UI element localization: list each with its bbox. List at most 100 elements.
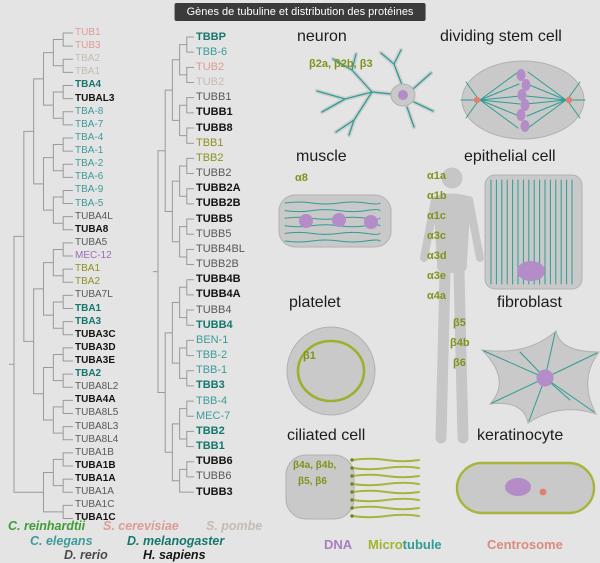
- alpha-gene-label: TBA-5: [75, 197, 104, 209]
- alpha-gene-label: TUBA1B: [75, 459, 116, 471]
- beta-gene-label: BEN-1: [196, 333, 229, 346]
- legend-microtubule-part2: tubule: [402, 537, 442, 552]
- alpha-gene-label: TBA-9: [75, 184, 104, 196]
- alpha-gene-label: TBA1: [75, 66, 101, 78]
- alpha-gene-label: TUB1: [75, 27, 101, 38]
- alpha-gene-label: TUBA1A: [75, 486, 114, 498]
- platelet-isotype-label: β1: [303, 350, 316, 362]
- beta-gene-label: TUBB5: [196, 212, 233, 225]
- heading-muscle: muscle: [296, 148, 347, 165]
- alpha-gene-label: TBA-2: [75, 158, 104, 170]
- alpha-gene-label: TBA4: [75, 79, 102, 91]
- beta-gene-label: TBB-2: [196, 349, 228, 362]
- body-isotype-label: α1a: [427, 170, 446, 182]
- beta-gene-label: TBB3: [196, 379, 225, 392]
- legend-centrosome: Centrosome: [487, 537, 563, 552]
- legend-microtubule: Microtubule: [368, 537, 442, 552]
- body-isotype-label: α1b: [427, 190, 447, 202]
- beta-gene-label: TUBB4: [196, 318, 233, 331]
- fibroblast-isotype-label: β4b: [450, 337, 470, 349]
- beta-gene-label: TUBB2B: [196, 197, 241, 210]
- alpha-gene-label: TUBA3D: [75, 341, 116, 353]
- heading-fibroblast: fibroblast: [497, 294, 562, 311]
- beta-gene-label: TUBB2A: [196, 182, 241, 195]
- platelet-illustration: [286, 326, 376, 416]
- alpha-gene-label: TUBA5: [75, 236, 108, 248]
- beta-gene-label: TUBB4B: [196, 273, 241, 286]
- heading-keratinocyte: keratinocyte: [477, 427, 564, 444]
- fibroblast-isotype-label: β6: [453, 357, 466, 369]
- fibroblast-illustration: [480, 330, 600, 424]
- species-h-sapiens: H. sapiens: [143, 548, 206, 562]
- alpha-gene-label: TBA-8: [75, 105, 104, 117]
- species-s-pombe: S. pombe: [206, 519, 263, 533]
- alpha-gene-label: TUBA8L5: [75, 407, 119, 419]
- species-d-melanogaster: D. melanogaster: [127, 534, 225, 548]
- heading-platelet: platelet: [289, 294, 341, 311]
- alpha-gene-label: TBA3: [75, 315, 102, 327]
- body-isotype-label: α3d: [427, 250, 447, 262]
- beta-gene-label: TUBB6: [196, 455, 233, 468]
- body-isotype-label: α4a: [427, 290, 446, 302]
- beta-gene-label: TBB1: [196, 440, 225, 453]
- alpha-gene-label: TUBAL3: [75, 92, 115, 104]
- body-isotype-label: α3c: [427, 230, 446, 242]
- beta-gene-label: TUBB2B: [196, 258, 239, 271]
- legend-microtubule-part1: Micro: [368, 537, 403, 552]
- heading-epithelial-cell: epithelial cell: [464, 148, 556, 165]
- beta-gene-label: TBB2: [196, 424, 225, 437]
- alpha-gene-label: TUBA1C: [75, 499, 115, 511]
- alpha-gene-label: TBA2: [75, 276, 101, 288]
- muscle-isotype-label: α8: [295, 172, 308, 184]
- alpha-gene-label: TBA2: [75, 53, 101, 65]
- species-c-reinhardtii: C. reinhardtii: [8, 519, 86, 533]
- species-d-rerio: D. rerio: [64, 548, 108, 562]
- species-c-elegans: C. elegans: [30, 534, 93, 548]
- beta-gene-label: TBB-6: [196, 45, 228, 58]
- alpha-gene-label: TUBA8: [75, 223, 109, 235]
- alpha-gene-label: TBA-1: [75, 145, 104, 157]
- alpha-tubulin-tree-lines: [9, 32, 73, 519]
- alpha-gene-label: TBA1: [75, 302, 102, 314]
- beta-gene-label: TUBB4BL: [196, 242, 245, 255]
- alpha-gene-label: TUBA7L: [75, 289, 113, 301]
- alpha-gene-label: TUBA4A: [75, 394, 116, 406]
- beta-gene-label: TUB2: [196, 60, 225, 73]
- figure-title: Gènes de tubuline et distribution des pr…: [174, 3, 426, 21]
- muscle-illustration: [278, 194, 392, 248]
- beta-gene-label: TBB1: [196, 136, 224, 149]
- alpha-gene-label: TUBA1C: [75, 512, 116, 524]
- beta-gene-label: TUBB6: [196, 470, 232, 483]
- alpha-gene-label: TUB3: [75, 40, 101, 52]
- beta-gene-label: TBB-4: [196, 394, 228, 407]
- keratinocyte-illustration: [455, 461, 596, 515]
- heading-ciliated-cell: ciliated cell: [287, 427, 366, 444]
- beta-gene-label: TBB-1: [196, 364, 228, 377]
- alpha-gene-label: TUBA8L3: [75, 420, 119, 432]
- epithelial-cell-illustration: [484, 174, 583, 290]
- beta-gene-label: MEC-7: [196, 409, 231, 422]
- alpha-gene-label: TBA-7: [75, 118, 104, 130]
- fibroblast-isotype-label: β5: [453, 317, 466, 329]
- body-isotype-label: α3e: [427, 270, 446, 282]
- beta-gene-label: TUBB4A: [196, 288, 241, 301]
- neuron-illustration: [314, 47, 436, 138]
- dividing-stem-cell-illustration: [460, 60, 586, 140]
- heading-neuron: neuron: [297, 28, 347, 45]
- ciliated-isotype-label: β5, β6: [298, 476, 327, 487]
- alpha-gene-label: TUBA1A: [75, 473, 116, 485]
- heading-dividing-stem-cell: dividing stem cell: [440, 28, 562, 45]
- alpha-gene-label: TUBA4L: [75, 210, 113, 222]
- beta-gene-label: TUBB1: [196, 106, 233, 119]
- alpha-gene-label: TBA1: [75, 263, 101, 275]
- beta-gene-label: TUBB8: [196, 121, 233, 134]
- alpha-gene-label: TBA2: [75, 368, 102, 380]
- alpha-gene-label: TUBA8L4: [75, 433, 119, 445]
- ciliated-isotype-label: β4a, β4b,: [293, 460, 337, 471]
- neuron-isotype-label: β2a, β2b, β3: [309, 58, 373, 70]
- alpha-gene-label: TBA-6: [75, 171, 104, 183]
- beta-gene-label: TUBB5: [196, 227, 232, 240]
- ciliated-cell-illustration: [285, 454, 420, 520]
- alpha-gene-label: TBA-4: [75, 131, 104, 143]
